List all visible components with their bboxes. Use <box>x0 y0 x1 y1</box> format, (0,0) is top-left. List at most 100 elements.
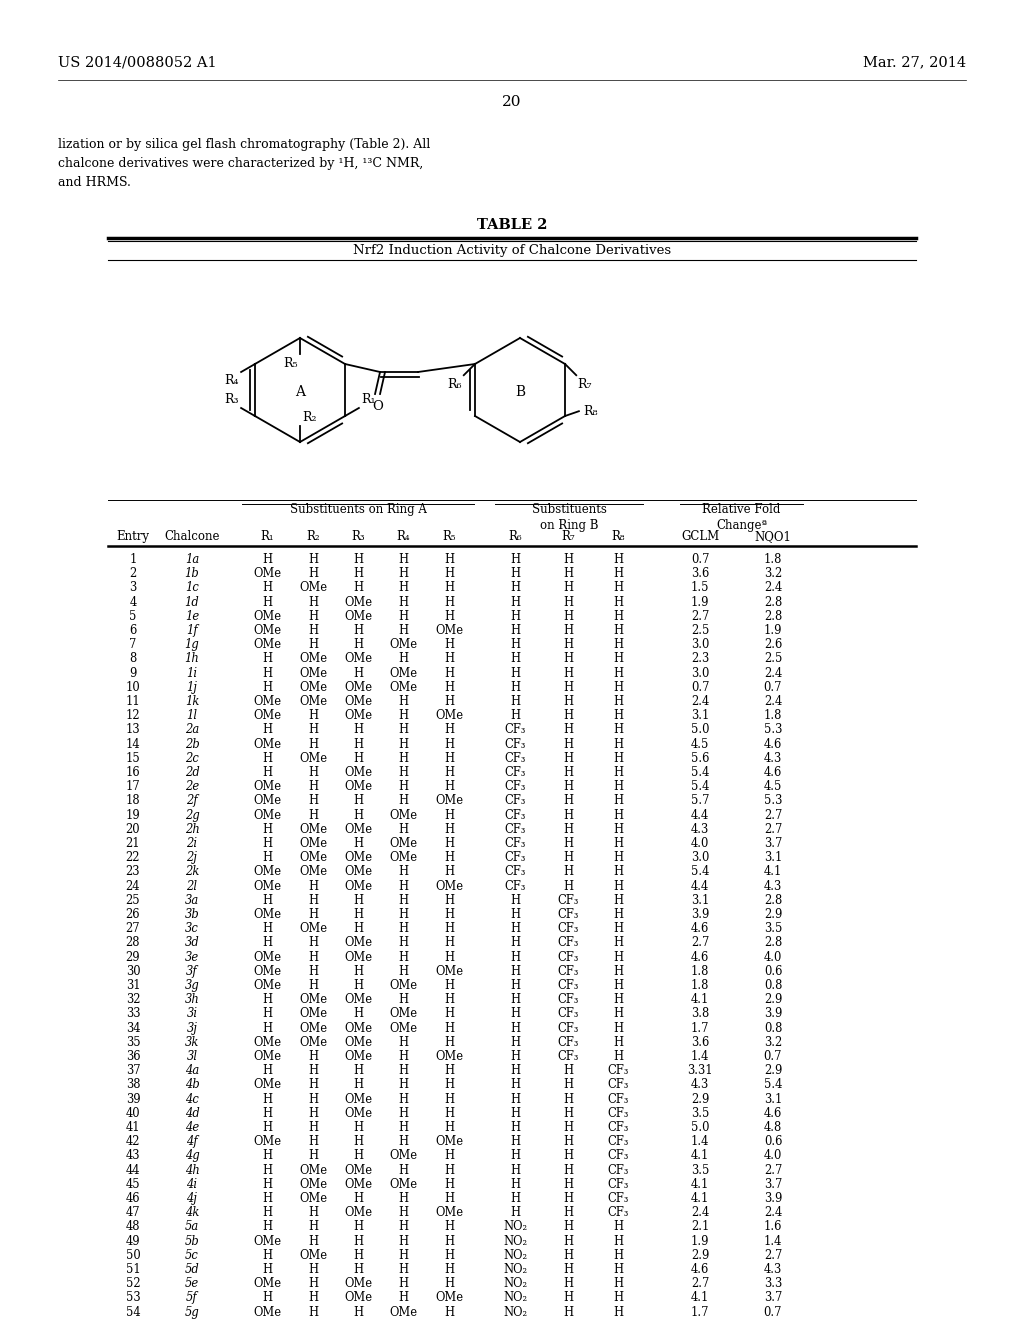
Text: H: H <box>510 908 520 921</box>
Text: H: H <box>613 809 623 821</box>
Text: H: H <box>398 696 408 708</box>
Text: H: H <box>353 723 364 737</box>
Text: 4.1: 4.1 <box>764 866 782 878</box>
Text: 4.6: 4.6 <box>691 1263 710 1276</box>
Text: H: H <box>444 1093 454 1106</box>
Text: H: H <box>308 979 318 993</box>
Text: H: H <box>613 1234 623 1247</box>
Text: H: H <box>510 681 520 694</box>
Text: 2.7: 2.7 <box>764 1249 782 1262</box>
Text: 27: 27 <box>126 923 140 935</box>
Text: 3h: 3h <box>184 993 200 1006</box>
Text: H: H <box>444 866 454 878</box>
Text: H: H <box>613 936 623 949</box>
Text: H: H <box>262 1093 272 1106</box>
Text: H: H <box>353 809 364 821</box>
Text: 2.7: 2.7 <box>691 1278 710 1290</box>
Text: H: H <box>563 1164 573 1176</box>
Text: H: H <box>308 1291 318 1304</box>
Text: 45: 45 <box>126 1177 140 1191</box>
Text: 4f: 4f <box>186 1135 198 1148</box>
Text: H: H <box>510 965 520 978</box>
Text: H: H <box>510 581 520 594</box>
Text: OMe: OMe <box>253 780 281 793</box>
Text: H: H <box>613 780 623 793</box>
Text: 3.0: 3.0 <box>691 638 710 651</box>
Text: 18: 18 <box>126 795 140 808</box>
Text: H: H <box>444 1106 454 1119</box>
Text: OMe: OMe <box>344 1049 372 1063</box>
Text: R₂: R₂ <box>306 531 319 543</box>
Text: 3.1: 3.1 <box>691 709 710 722</box>
Text: H: H <box>262 1150 272 1163</box>
Text: H: H <box>262 894 272 907</box>
Text: R₃: R₃ <box>351 531 365 543</box>
Text: 4.8: 4.8 <box>764 1121 782 1134</box>
Text: 0.6: 0.6 <box>764 1135 782 1148</box>
Text: H: H <box>398 950 408 964</box>
Text: H: H <box>398 1263 408 1276</box>
Text: H: H <box>613 851 623 865</box>
Text: H: H <box>563 1177 573 1191</box>
Text: 2.5: 2.5 <box>764 652 782 665</box>
Text: H: H <box>444 936 454 949</box>
Text: NO₂: NO₂ <box>503 1249 527 1262</box>
Text: H: H <box>262 1121 272 1134</box>
Text: H: H <box>398 738 408 751</box>
Text: H: H <box>353 1263 364 1276</box>
Text: 4.5: 4.5 <box>691 738 710 751</box>
Text: 2.9: 2.9 <box>764 993 782 1006</box>
Text: 3.5: 3.5 <box>764 923 782 935</box>
Text: 2.8: 2.8 <box>764 610 782 623</box>
Text: OMe: OMe <box>253 1078 281 1092</box>
Text: H: H <box>444 1150 454 1163</box>
Text: CF₃: CF₃ <box>557 979 579 993</box>
Text: 3.5: 3.5 <box>691 1164 710 1176</box>
Text: H: H <box>398 568 408 581</box>
Text: H: H <box>444 652 454 665</box>
Text: 4b: 4b <box>184 1078 200 1092</box>
Text: H: H <box>444 568 454 581</box>
Text: CF₃: CF₃ <box>607 1121 629 1134</box>
Text: 3.7: 3.7 <box>764 1177 782 1191</box>
Text: 4h: 4h <box>184 1164 200 1176</box>
Text: 0.7: 0.7 <box>764 1305 782 1319</box>
Text: H: H <box>262 1291 272 1304</box>
Text: 4j: 4j <box>186 1192 198 1205</box>
Text: H: H <box>398 1278 408 1290</box>
Text: OMe: OMe <box>389 1007 417 1020</box>
Text: 49: 49 <box>126 1234 140 1247</box>
Text: H: H <box>563 624 573 638</box>
Text: 4.1: 4.1 <box>691 1192 710 1205</box>
Text: B: B <box>515 385 525 399</box>
Text: 2.8: 2.8 <box>764 595 782 609</box>
Text: H: H <box>510 1036 520 1049</box>
Text: OMe: OMe <box>253 866 281 878</box>
Text: H: H <box>262 1206 272 1220</box>
Text: 2.5: 2.5 <box>691 624 710 638</box>
Text: H: H <box>353 965 364 978</box>
Text: OMe: OMe <box>389 1305 417 1319</box>
Text: H: H <box>563 652 573 665</box>
Text: OMe: OMe <box>253 1049 281 1063</box>
Text: 4i: 4i <box>186 1177 198 1191</box>
Text: 4.0: 4.0 <box>691 837 710 850</box>
Text: CF₃: CF₃ <box>607 1192 629 1205</box>
Text: 2.7: 2.7 <box>691 936 710 949</box>
Text: H: H <box>398 553 408 566</box>
Text: Entry: Entry <box>117 531 150 543</box>
Text: H: H <box>398 1093 408 1106</box>
Text: 2.8: 2.8 <box>764 894 782 907</box>
Text: OMe: OMe <box>435 1135 463 1148</box>
Text: 3.7: 3.7 <box>764 1291 782 1304</box>
Text: OMe: OMe <box>299 866 327 878</box>
Text: 5.3: 5.3 <box>764 723 782 737</box>
Text: H: H <box>613 652 623 665</box>
Text: OMe: OMe <box>344 696 372 708</box>
Text: 3.0: 3.0 <box>691 667 710 680</box>
Text: H: H <box>398 1135 408 1148</box>
Text: 3.31: 3.31 <box>687 1064 713 1077</box>
Text: OMe: OMe <box>253 709 281 722</box>
Text: H: H <box>308 1234 318 1247</box>
Text: OMe: OMe <box>435 965 463 978</box>
